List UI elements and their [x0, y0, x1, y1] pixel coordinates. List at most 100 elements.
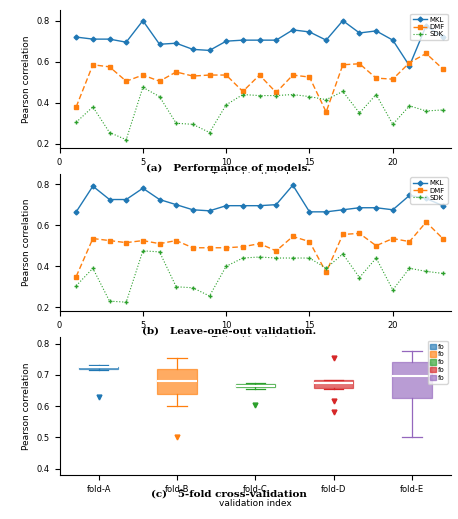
- DMF: [157, 240, 162, 247]
- SDK: [423, 108, 429, 114]
- Y-axis label: Pearson correlation: Pearson correlation: [22, 362, 31, 450]
- MKL: [357, 204, 362, 211]
- DMF: [124, 78, 129, 84]
- SDK: [157, 93, 162, 100]
- MKL: [440, 34, 446, 40]
- DMF: [340, 62, 346, 68]
- DMF: [107, 238, 112, 244]
- SDK: [390, 286, 396, 293]
- MKL: [373, 204, 379, 211]
- SDK: [224, 102, 229, 108]
- SDK: [207, 293, 212, 299]
- DMF: [357, 230, 362, 237]
- SDK: [407, 103, 412, 109]
- DMF: [174, 238, 179, 244]
- SDK: [340, 88, 346, 94]
- SDK: [140, 84, 146, 90]
- MKL: [224, 202, 229, 209]
- SDK: [373, 91, 379, 98]
- SDK: [323, 265, 329, 271]
- MKL: [140, 18, 146, 24]
- PathPatch shape: [79, 367, 118, 368]
- PathPatch shape: [393, 362, 431, 398]
- SDK: [73, 119, 79, 126]
- Y-axis label: Pearson correlation: Pearson correlation: [22, 199, 31, 286]
- MKL: [174, 40, 179, 46]
- SDK: [190, 121, 196, 128]
- MKL: [307, 209, 312, 215]
- MKL: [157, 196, 162, 202]
- MKL: [423, 23, 429, 29]
- DMF: [307, 74, 312, 80]
- SDK: [240, 255, 245, 261]
- SDK: [90, 265, 96, 271]
- SDK: [257, 92, 262, 99]
- MKL: [124, 39, 129, 45]
- SDK: [357, 110, 362, 116]
- Text: (b)   Leave-one-out validation.: (b) Leave-one-out validation.: [142, 326, 316, 336]
- MKL: [157, 41, 162, 47]
- DMF: [207, 72, 212, 78]
- Line: SDK: SDK: [74, 85, 445, 142]
- DMF: [257, 240, 262, 247]
- DMF: [190, 244, 196, 251]
- SDK: [290, 255, 295, 261]
- X-axis label: Test subject's index: Test subject's index: [211, 172, 300, 181]
- Line: MKL: MKL: [75, 19, 445, 67]
- X-axis label: Test subject's index: Test subject's index: [211, 336, 300, 345]
- SDK: [357, 275, 362, 281]
- SDK: [307, 255, 312, 261]
- SDK: [157, 249, 162, 255]
- Legend: MKL, DMF, SDK: MKL, DMF, SDK: [410, 14, 447, 40]
- SDK: [440, 270, 446, 277]
- DMF: [207, 244, 212, 251]
- SDK: [423, 268, 429, 275]
- MKL: [407, 63, 412, 69]
- Text: (a)   Performance of models.: (a) Performance of models.: [147, 163, 311, 173]
- DMF: [423, 219, 429, 225]
- MKL: [124, 196, 129, 202]
- MKL: [273, 37, 279, 43]
- SDK: [90, 104, 96, 110]
- DMF: [240, 243, 245, 250]
- SDK: [340, 251, 346, 257]
- MKL: [340, 207, 346, 213]
- MKL: [423, 195, 429, 201]
- X-axis label: validation index: validation index: [219, 499, 292, 508]
- SDK: [124, 136, 129, 143]
- SDK: [240, 91, 245, 98]
- MKL: [107, 196, 112, 202]
- Line: SDK: SDK: [74, 249, 445, 305]
- MKL: [90, 36, 96, 42]
- SDK: [207, 129, 212, 135]
- DMF: [73, 274, 79, 280]
- MKL: [440, 202, 446, 209]
- MKL: [207, 47, 212, 53]
- DMF: [73, 104, 79, 110]
- DMF: [373, 242, 379, 249]
- MKL: [323, 209, 329, 215]
- DMF: [357, 61, 362, 67]
- MKL: [207, 208, 212, 214]
- SDK: [407, 265, 412, 271]
- DMF: [407, 60, 412, 66]
- DMF: [140, 72, 146, 78]
- SDK: [140, 248, 146, 254]
- DMF: [290, 234, 295, 240]
- DMF: [124, 240, 129, 246]
- MKL: [373, 28, 379, 34]
- DMF: [224, 72, 229, 78]
- DMF: [107, 64, 112, 70]
- MKL: [140, 185, 146, 192]
- MKL: [224, 38, 229, 44]
- MKL: [390, 207, 396, 213]
- MKL: [240, 37, 245, 43]
- DMF: [440, 236, 446, 242]
- MKL: [390, 37, 396, 43]
- DMF: [90, 62, 96, 68]
- SDK: [190, 285, 196, 291]
- DMF: [323, 269, 329, 276]
- SDK: [323, 97, 329, 103]
- DMF: [390, 236, 396, 242]
- DMF: [323, 109, 329, 115]
